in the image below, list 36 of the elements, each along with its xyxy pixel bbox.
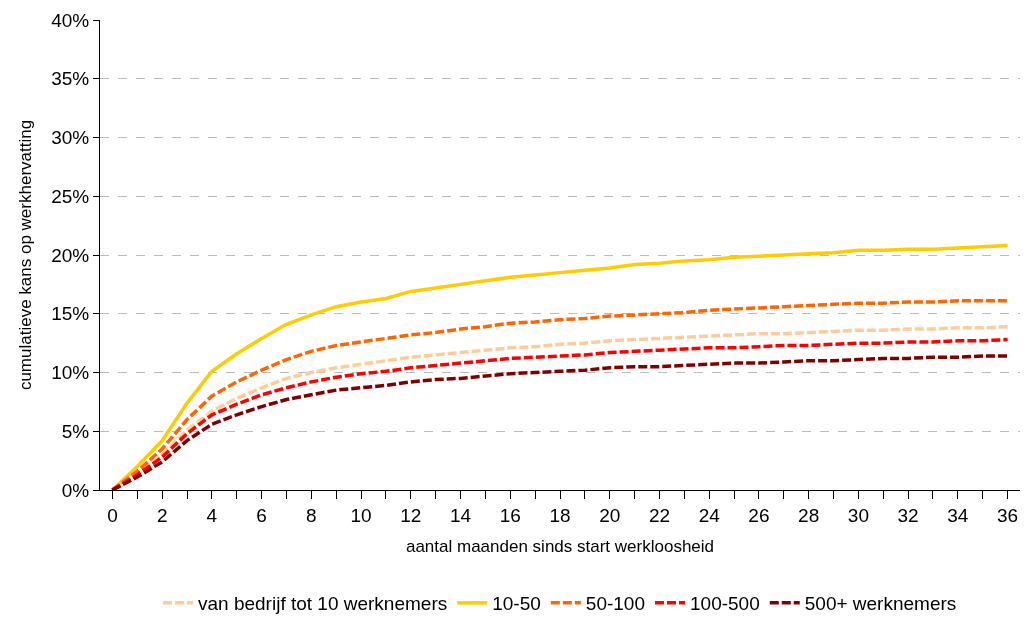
x-tick-label: 18 <box>549 504 571 526</box>
y-tick-label: 10% <box>51 362 90 384</box>
x-tick-label: 28 <box>798 504 820 526</box>
x-tick-label: 10 <box>350 504 372 526</box>
x-tick-label: 20 <box>599 504 621 526</box>
x-tick-label: 22 <box>648 504 671 526</box>
y-tick-label: 25% <box>51 185 90 207</box>
y-tick-label: 40% <box>51 9 90 31</box>
x-tick-label: 14 <box>449 504 472 526</box>
y-tick-label: 5% <box>61 420 90 442</box>
x-tick-label: 30 <box>847 504 869 526</box>
legend-label: 50-100 <box>585 593 646 615</box>
x-tick-label: 0 <box>107 504 118 526</box>
line-series <box>110 243 1010 490</box>
x-axis-title: aantal maanden sinds start werkloosheid <box>405 537 715 557</box>
legend-label: van bedrijf tot 10 werknemers <box>198 593 448 615</box>
y-tick-label: 30% <box>51 127 90 149</box>
legend-label: 500+ werknemers <box>804 593 957 615</box>
x-tick-label: 16 <box>499 504 521 526</box>
x-tick-label: 4 <box>206 504 218 526</box>
x-tick-label: 32 <box>897 504 919 526</box>
y-tick-label: 0% <box>61 479 90 501</box>
x-tick-label: 12 <box>400 504 422 526</box>
x-tick-label: 34 <box>947 504 969 526</box>
x-tick-label: 26 <box>748 504 770 526</box>
y-tick-label: 35% <box>51 68 90 90</box>
y-axis-title: cumulatieve kans op werkhervatting <box>15 119 35 391</box>
x-tick-label: 24 <box>698 504 721 526</box>
y-tick-label: 15% <box>51 303 90 325</box>
legend-label: 100-500 <box>690 593 760 615</box>
x-tick-label: 8 <box>306 504 317 526</box>
legend-label: 10-50 <box>492 593 541 615</box>
x-tick-label: 2 <box>156 504 168 526</box>
x-tick-label: 36 <box>997 504 1019 526</box>
y-tick-label: 20% <box>51 244 90 266</box>
x-tick-label: 6 <box>256 504 267 526</box>
